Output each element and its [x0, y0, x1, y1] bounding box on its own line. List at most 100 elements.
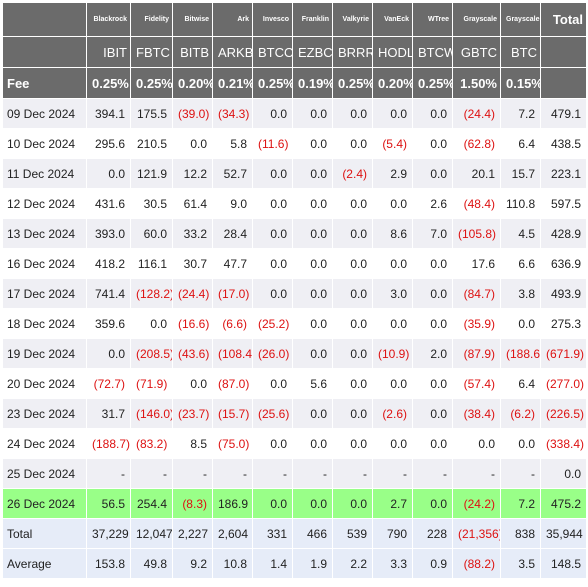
flow-value: (34.3) — [212, 98, 253, 129]
summary-value: 49.8 — [130, 548, 173, 579]
flow-value: 6.6 — [500, 248, 541, 279]
flow-value: 0.0 — [500, 428, 541, 459]
flow-value: 116.1 — [130, 248, 173, 279]
flow-value: 30.5 — [130, 188, 173, 219]
issuer-name: VanEck — [372, 2, 413, 37]
issuer-header-row: Blackrock Fidelity Bitwise Ark Invesco Frankl… — [2, 2, 587, 37]
flow-value: 0.0 — [292, 398, 333, 429]
flow-value: 12.2 — [172, 158, 213, 189]
flow-value: 186.9 — [212, 488, 253, 519]
flow-value: 61.4 — [172, 188, 213, 219]
row-date: 25 Dec 2024 — [2, 458, 87, 489]
row-total: (338.4) — [540, 428, 587, 459]
row-total: 275.3 — [540, 308, 587, 339]
flow-value: 0.0 — [372, 248, 413, 279]
flow-value: 7.0 — [412, 218, 453, 249]
ticker-header: BTCW — [412, 36, 453, 68]
flow-value: 0.0 — [372, 428, 413, 459]
ticker-header: BITB — [172, 36, 213, 68]
flow-value: (84.7) — [452, 278, 501, 309]
row-date: 10 Dec 2024 — [2, 128, 87, 159]
flow-value: (17.0) — [212, 278, 253, 309]
row-date: 13 Dec 2024 — [2, 218, 87, 249]
issuer-name: Bitwise — [172, 2, 213, 37]
flow-value: 359.6 — [86, 308, 131, 339]
summary-value: 3.5 — [500, 548, 541, 579]
fee-value: 0.25% — [130, 67, 173, 99]
summary-value: 153.8 — [86, 548, 131, 579]
flow-value: (35.9) — [452, 308, 501, 339]
flow-value: 0.0 — [252, 488, 293, 519]
table-row: 09 Dec 2024 394.1 175.5 (39.0) (34.3) 0.0 0.0 0… — [2, 98, 587, 129]
table-row: 11 Dec 2024 0.0 121.9 12.2 52.7 0.0 0.0 (2.4) 2.… — [2, 158, 587, 189]
flow-value: 0.0 — [412, 278, 453, 309]
row-total: (226.5) — [540, 398, 587, 429]
flow-value: 431.6 — [86, 188, 131, 219]
flow-value: 0.0 — [86, 158, 131, 189]
flow-value: 6.4 — [500, 368, 541, 399]
summary-value: 838 — [500, 518, 541, 549]
flow-value: (24.2) — [452, 488, 501, 519]
ticker-header: GBTC — [452, 36, 501, 68]
flow-value: 0.0 — [332, 98, 373, 129]
row-date: 23 Dec 2024 — [2, 398, 87, 429]
flow-value: 0.0 — [86, 338, 131, 369]
flow-value: 0.0 — [332, 338, 373, 369]
flow-value: 121.9 — [130, 158, 173, 189]
flow-value: 0.0 — [412, 248, 453, 279]
flow-value: (15.7) — [212, 398, 253, 429]
flow-value: 0.0 — [332, 218, 373, 249]
flow-value: - — [252, 458, 293, 489]
flow-value: (38.4) — [452, 398, 501, 429]
flow-value: 0.0 — [252, 158, 293, 189]
row-total: (671.9) — [540, 338, 587, 369]
summary-row-total: Total 37,229 12,047 2,227 2,604 331 466 539 790 2… — [2, 518, 587, 549]
summary-value: 1.4 — [252, 548, 293, 579]
table-row: 17 Dec 2024 741.4 (128.2) (24.4) (17.0) 0.0 0.… — [2, 278, 587, 309]
row-total: 597.5 — [540, 188, 587, 219]
summary-value: 3.3 — [372, 548, 413, 579]
flow-value: 8.5 — [172, 428, 213, 459]
flow-value: 0.0 — [412, 158, 453, 189]
summary-label: Average — [2, 548, 87, 579]
flow-value: (75.0) — [212, 428, 253, 459]
table-row: 13 Dec 2024 393.0 60.0 33.2 28.4 0.0 0.0 0.0 8.6… — [2, 218, 587, 249]
row-total: 223.1 — [540, 158, 587, 189]
ticker-header-blank — [2, 36, 87, 68]
fee-value: 0.15% — [500, 67, 541, 99]
flow-value: - — [130, 458, 173, 489]
issuer-name: WTree — [412, 2, 453, 37]
flow-value: 418.2 — [86, 248, 131, 279]
ticker-header: BTC — [500, 36, 541, 68]
flow-value: (105.8) — [452, 218, 501, 249]
flow-value: (10.9) — [372, 338, 413, 369]
ticker-header-blank — [540, 36, 587, 68]
row-date: 16 Dec 2024 — [2, 248, 87, 279]
flow-value: 0.0 — [292, 488, 333, 519]
flow-value: 17.6 — [452, 248, 501, 279]
flow-value: (87.9) — [452, 338, 501, 369]
fee-header-row: Fee 0.25% 0.25% 0.20% 0.21% 0.25% 0.19% 0.25% 0.… — [2, 67, 587, 99]
flow-value: 6.4 — [500, 128, 541, 159]
flow-value: (24.4) — [172, 278, 213, 309]
flow-value: 0.0 — [332, 188, 373, 219]
flow-value: 254.4 — [130, 488, 173, 519]
flow-value: (23.7) — [172, 398, 213, 429]
flow-value: 8.6 — [372, 218, 413, 249]
ticker-header: IBIT — [86, 36, 131, 68]
flow-value: 0.0 — [292, 188, 333, 219]
flow-value: 28.4 — [212, 218, 253, 249]
row-total: 438.5 — [540, 128, 587, 159]
flow-value: 0.0 — [130, 308, 173, 339]
flow-value: 0.0 — [332, 278, 373, 309]
flow-value: 0.0 — [172, 128, 213, 159]
flow-value: 393.0 — [86, 218, 131, 249]
table-row: 12 Dec 2024 431.6 30.5 61.4 9.0 0.0 0.0 0.0 0.0 2… — [2, 188, 587, 219]
flow-value: 9.0 — [212, 188, 253, 219]
flow-value: (25.6) — [252, 398, 293, 429]
flow-value: - — [372, 458, 413, 489]
flow-value: 2.0 — [412, 338, 453, 369]
issuer-header-blank — [2, 2, 87, 37]
flow-value: 741.4 — [86, 278, 131, 309]
issuer-name: Fidelity — [130, 2, 173, 37]
